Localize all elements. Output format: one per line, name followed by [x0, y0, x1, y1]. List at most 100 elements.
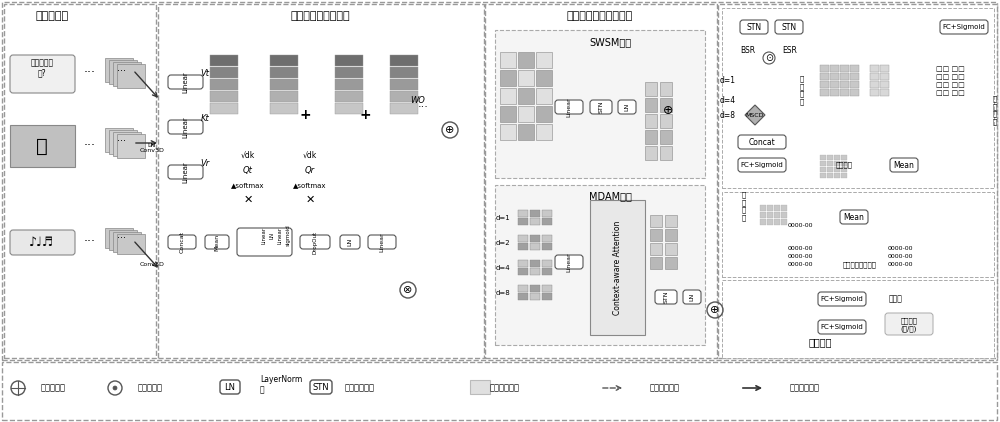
- Bar: [820, 161, 826, 166]
- Text: 自适应上下文感知表示: 自适应上下文感知表示: [567, 11, 633, 21]
- Bar: [542, 218, 552, 225]
- Bar: [500, 106, 516, 122]
- Bar: [722, 192, 994, 277]
- Bar: [542, 293, 552, 300]
- Bar: [542, 268, 552, 275]
- FancyBboxPatch shape: [300, 235, 330, 249]
- Text: LayerNorm
层: LayerNorm 层: [260, 375, 302, 395]
- Bar: [665, 229, 677, 241]
- Bar: [542, 210, 552, 217]
- Bar: [117, 234, 145, 254]
- Bar: [530, 235, 540, 242]
- Bar: [4, 4, 156, 358]
- Bar: [518, 293, 528, 300]
- Text: 场景检测: 场景检测: [808, 337, 832, 347]
- Text: ▲softmax: ▲softmax: [293, 182, 327, 188]
- Text: 0000-00: 0000-00: [787, 262, 813, 267]
- Bar: [650, 243, 662, 255]
- Bar: [760, 219, 766, 225]
- Text: ⊕: ⊕: [445, 125, 455, 135]
- Text: 概率矩阵: 概率矩阵: [836, 162, 852, 168]
- Text: Mean: Mean: [894, 160, 914, 170]
- Text: LN
Conv3D: LN Conv3D: [140, 143, 164, 154]
- Bar: [820, 155, 826, 160]
- Text: ···: ···: [84, 67, 96, 79]
- Text: Conv3D: Conv3D: [140, 262, 164, 268]
- Bar: [830, 65, 839, 72]
- Bar: [827, 173, 833, 178]
- Bar: [530, 210, 540, 217]
- Text: Linear: Linear: [182, 116, 188, 138]
- Text: 顺序转导网络: 顺序转导网络: [345, 384, 375, 392]
- Bar: [870, 81, 879, 88]
- Text: ⊕: ⊕: [663, 103, 673, 116]
- Bar: [495, 185, 705, 345]
- Bar: [536, 124, 552, 140]
- Text: Linear: Linear: [182, 71, 188, 93]
- Circle shape: [113, 386, 117, 390]
- Text: Linear: Linear: [182, 161, 188, 183]
- Text: ···: ···: [116, 233, 126, 243]
- Text: ⊕: ⊕: [710, 305, 720, 315]
- Bar: [530, 268, 540, 275]
- Bar: [536, 52, 552, 68]
- Text: 模块间流程图: 模块间流程图: [790, 384, 820, 392]
- Text: LN: LN: [224, 384, 236, 392]
- Text: Mean: Mean: [214, 233, 220, 251]
- Bar: [645, 130, 657, 144]
- Bar: [518, 52, 534, 68]
- Bar: [518, 243, 528, 250]
- Bar: [117, 64, 145, 88]
- FancyBboxPatch shape: [205, 235, 229, 249]
- FancyBboxPatch shape: [940, 20, 988, 34]
- Text: BSR: BSR: [740, 46, 756, 54]
- Text: Linear: Linear: [262, 227, 266, 243]
- Text: 场
景
级
别: 场 景 级 别: [800, 75, 804, 105]
- Bar: [840, 81, 849, 88]
- FancyBboxPatch shape: [168, 120, 203, 134]
- Bar: [665, 257, 677, 269]
- Text: Linear: Linear: [566, 97, 572, 117]
- Bar: [840, 89, 849, 96]
- Text: 按元素相乘: 按元素相乘: [138, 384, 162, 392]
- Text: STN: STN: [664, 291, 668, 303]
- Bar: [870, 89, 879, 96]
- FancyBboxPatch shape: [220, 380, 240, 394]
- Bar: [390, 91, 418, 102]
- Text: MSCD: MSCD: [746, 113, 764, 117]
- Bar: [665, 215, 677, 227]
- Bar: [834, 161, 840, 166]
- Text: 窗
口
级
别: 窗 口 级 别: [993, 95, 997, 125]
- Bar: [767, 219, 773, 225]
- Text: 窗口属性
(正/负): 窗口属性 (正/负): [900, 318, 918, 332]
- Text: 0000-00: 0000-00: [887, 262, 913, 267]
- Bar: [335, 79, 363, 90]
- Text: 窗口基本跨模态表示: 窗口基本跨模态表示: [290, 11, 350, 21]
- Bar: [650, 215, 662, 227]
- Bar: [820, 173, 826, 178]
- Bar: [660, 114, 672, 128]
- Text: LN: LN: [690, 293, 694, 301]
- Bar: [542, 243, 552, 250]
- Bar: [880, 81, 889, 88]
- Bar: [2, 2, 997, 360]
- Text: sigmoid: sigmoid: [286, 224, 290, 246]
- Bar: [834, 155, 840, 160]
- Bar: [645, 114, 657, 128]
- Text: ▲softmax: ▲softmax: [231, 182, 265, 188]
- Text: d=4: d=4: [496, 265, 510, 271]
- FancyBboxPatch shape: [310, 380, 332, 394]
- FancyBboxPatch shape: [555, 100, 583, 114]
- Text: 预测的多标签结果: 预测的多标签结果: [843, 262, 877, 268]
- Bar: [536, 88, 552, 104]
- Bar: [518, 285, 528, 292]
- Bar: [518, 235, 528, 242]
- Text: √dk: √dk: [241, 151, 255, 160]
- FancyBboxPatch shape: [590, 100, 612, 114]
- Bar: [335, 103, 363, 114]
- FancyBboxPatch shape: [168, 75, 203, 89]
- Text: 你喜欢苹果
吗?: 你喜欢苹果 吗?: [30, 58, 54, 78]
- FancyBboxPatch shape: [738, 135, 786, 149]
- Text: 0000-00: 0000-00: [787, 222, 813, 227]
- Bar: [767, 212, 773, 218]
